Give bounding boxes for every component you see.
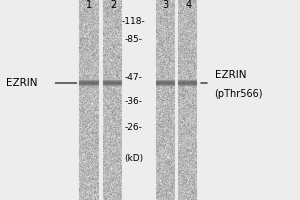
Text: -47-: -47- (124, 72, 142, 82)
Text: 4: 4 (185, 0, 191, 10)
Text: 3: 3 (163, 0, 169, 10)
Text: EZRIN: EZRIN (214, 70, 246, 80)
Text: -118-: -118- (122, 17, 146, 25)
Text: 1: 1 (86, 0, 92, 10)
Text: 2: 2 (110, 0, 116, 10)
Text: -26-: -26- (124, 122, 142, 132)
Text: (pThr566): (pThr566) (214, 89, 263, 99)
Text: EZRIN: EZRIN (6, 78, 38, 88)
Text: -36-: -36- (124, 98, 142, 106)
Text: (kD): (kD) (124, 154, 143, 162)
Text: -85-: -85- (124, 36, 142, 45)
